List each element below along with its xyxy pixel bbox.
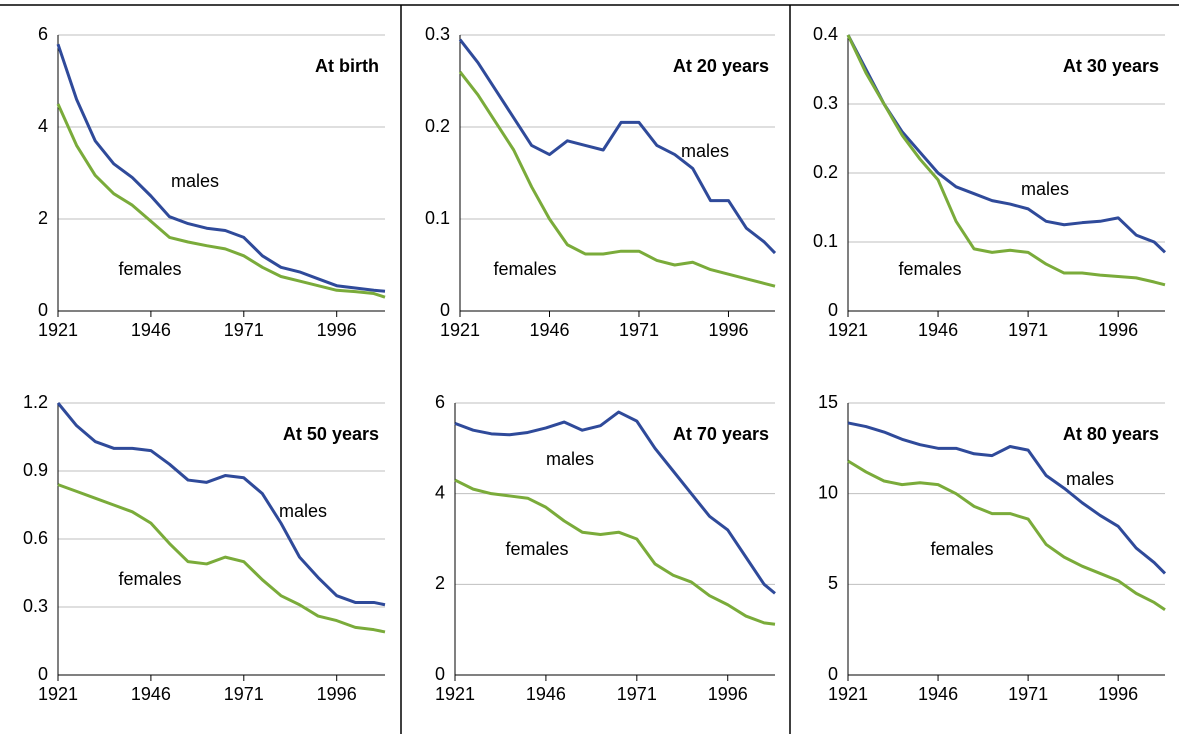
- x-tick-label: 1971: [224, 320, 264, 340]
- y-tick-label: 0.2: [813, 162, 838, 182]
- x-tick-label: 1921: [828, 320, 868, 340]
- x-tick-label: 1946: [526, 684, 566, 704]
- x-tick-label: 1996: [317, 684, 357, 704]
- x-tick-label: 1996: [1098, 320, 1138, 340]
- chart-title: At 50 years: [283, 424, 379, 444]
- y-tick-label: 0: [38, 300, 48, 320]
- y-tick-label: 2: [38, 208, 48, 228]
- series-label: males: [171, 171, 219, 191]
- x-tick-label: 1921: [828, 684, 868, 704]
- y-tick-label: 6: [435, 392, 445, 412]
- chart-title: At 80 years: [1063, 424, 1159, 444]
- y-tick-label: 0: [435, 664, 445, 684]
- x-tick-label: 1971: [617, 684, 657, 704]
- y-tick-label: 15: [818, 392, 838, 412]
- series-line: [846, 34, 1166, 287]
- y-tick-label: 2: [435, 573, 445, 593]
- x-tick-label: 1946: [529, 320, 569, 340]
- chart-title: At 70 years: [673, 424, 769, 444]
- y-tick-label: 0: [38, 664, 48, 684]
- series-line: [458, 70, 776, 288]
- x-tick-label: 1996: [708, 684, 748, 704]
- y-tick-label: 10: [818, 482, 838, 502]
- y-tick-label: 0.3: [23, 596, 48, 616]
- x-tick-label: 1946: [918, 684, 958, 704]
- y-tick-label: 0.1: [813, 231, 838, 251]
- series-line: [57, 483, 386, 634]
- x-tick-label: 1996: [1098, 684, 1138, 704]
- x-tick-label: 1921: [38, 684, 78, 704]
- x-tick-label: 1946: [918, 320, 958, 340]
- series-line: [56, 43, 386, 293]
- chart-title: At 30 years: [1063, 56, 1159, 76]
- y-tick-label: 4: [38, 116, 48, 136]
- series-label: females: [930, 539, 993, 559]
- series-line: [847, 459, 1166, 611]
- series-line: [454, 478, 776, 626]
- y-tick-label: 1.2: [23, 392, 48, 412]
- x-tick-label: 1921: [435, 684, 475, 704]
- y-tick-label: 0.3: [813, 93, 838, 113]
- series-label: females: [493, 259, 556, 279]
- series-line: [56, 103, 386, 299]
- series-label: males: [279, 501, 327, 521]
- y-tick-label: 0.9: [23, 460, 48, 480]
- series-line: [458, 38, 777, 255]
- y-tick-label: 6: [38, 24, 48, 44]
- x-tick-label: 1921: [440, 320, 480, 340]
- series-line: [846, 34, 1167, 254]
- series-line: [454, 410, 776, 595]
- series-label: females: [118, 259, 181, 279]
- chart-title: At birth: [315, 56, 379, 76]
- y-tick-label: 0.2: [425, 116, 450, 136]
- x-tick-label: 1971: [1008, 684, 1048, 704]
- series-label: females: [118, 569, 181, 589]
- y-tick-label: 0: [828, 300, 838, 320]
- series-label: males: [1021, 179, 1069, 199]
- x-tick-label: 1946: [131, 684, 171, 704]
- x-tick-label: 1996: [317, 320, 357, 340]
- x-tick-label: 1946: [131, 320, 171, 340]
- y-tick-label: 0.1: [425, 208, 450, 228]
- y-tick-label: 0.3: [425, 24, 450, 44]
- y-tick-label: 5: [828, 573, 838, 593]
- x-tick-label: 1971: [1008, 320, 1048, 340]
- x-tick-label: 1996: [708, 320, 748, 340]
- y-tick-label: 0.4: [813, 24, 838, 44]
- series-label: males: [546, 449, 594, 469]
- x-tick-label: 1971: [224, 684, 264, 704]
- series-label: females: [505, 539, 568, 559]
- series-line: [847, 421, 1167, 575]
- y-tick-label: 0: [828, 664, 838, 684]
- series-label: females: [898, 259, 961, 279]
- x-tick-label: 1971: [619, 320, 659, 340]
- x-tick-label: 1921: [38, 320, 78, 340]
- series-label: males: [681, 141, 729, 161]
- series-label: males: [1066, 469, 1114, 489]
- series-line: [56, 402, 386, 607]
- y-tick-label: 0: [440, 300, 450, 320]
- y-tick-label: 4: [435, 482, 445, 502]
- chart-title: At 20 years: [673, 56, 769, 76]
- y-tick-label: 0.6: [23, 528, 48, 548]
